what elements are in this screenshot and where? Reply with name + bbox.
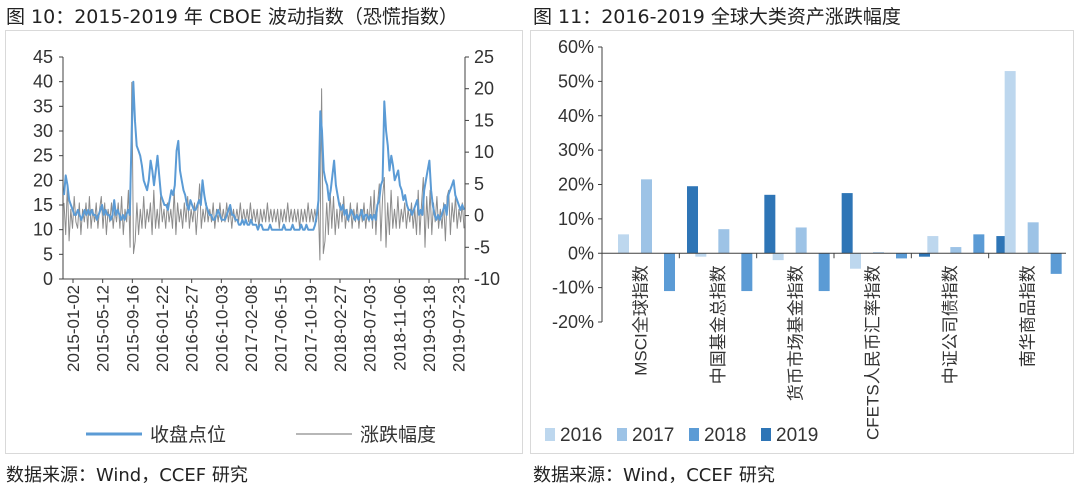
bar-2019 (687, 186, 698, 254)
legend-swatch-2019 (761, 428, 771, 441)
bar-2017 (1027, 222, 1039, 254)
right-y-tick-label: 25 (474, 47, 494, 67)
bar-2018 (741, 253, 753, 292)
category-label: 南华商品指数 (1018, 265, 1037, 367)
legend-label-2: 涨跌幅度 (360, 424, 436, 446)
right-y-tick-label: 10 (474, 142, 494, 162)
left-y-tick-label: 25 (33, 146, 53, 166)
legend-swatch-2016 (545, 428, 555, 441)
x-tick-label: 2015-09-16 (123, 285, 142, 372)
bar-2016 (618, 234, 629, 254)
bar-2018 (973, 234, 985, 254)
right-y-tick-label: -10 (474, 269, 500, 289)
category-label: 中证公司债指数 (941, 265, 960, 384)
bar-2019 (919, 253, 930, 257)
left-source-note: 数据来源：Wind，CCEF 研究 (6, 465, 248, 486)
x-tick-label: 2018-02-27 (331, 285, 350, 372)
x-tick-label: 2015-01-02 (64, 285, 83, 372)
bar-2017 (641, 179, 652, 254)
y-tick-label: 30% (558, 140, 594, 160)
x-tick-label: 2015-05-12 (94, 285, 113, 372)
x-tick-label: 2017-10-19 (301, 285, 320, 372)
bar-2019 (841, 193, 853, 254)
left-y-tick-label: 5 (43, 244, 53, 264)
bar-2017 (795, 227, 807, 254)
bar-2016 (772, 253, 784, 261)
x-tick-label: 2016-05-27 (183, 285, 202, 372)
category-label: 中国基金总指数 (709, 265, 728, 384)
right-source-note: 数据来源：Wind，CCEF 研究 (533, 465, 775, 486)
x-tick-label: 2017-06-15 (272, 285, 291, 372)
vix-chart: 0 5 10 15 20 25 30 35 40 45 -10 -5 0 5 10 15 20 25 2015-01… (33, 47, 500, 446)
right-y-tick-label: 20 (474, 79, 494, 99)
bar-2016 (927, 236, 939, 254)
close-price-line (63, 80, 465, 231)
bar-2017 (718, 229, 730, 254)
bar-2017 (950, 247, 962, 254)
left-y-tick-label: 40 (33, 72, 53, 92)
left-y-tick-label: 20 (33, 170, 53, 190)
x-tick-label: 2016-10-03 (212, 285, 231, 372)
bar-2017 (873, 252, 884, 254)
left-y-tick-label: 35 (33, 96, 53, 116)
x-tick-label: 2017-02-08 (242, 285, 261, 372)
right-figure-caption: 图 11：2016-2019 全球大类资产涨跌幅度 (533, 6, 901, 28)
y-tick-label: 40% (558, 106, 594, 126)
category-label: 货币市场基金指数 (786, 265, 805, 401)
y-tick-label: -10% (552, 278, 594, 298)
bar-2019 (764, 194, 776, 254)
bar-2016 (850, 253, 861, 269)
category-label: MSCI全球指数 (632, 265, 651, 376)
x-tick-label: 2019-07-23 (450, 285, 469, 372)
bar-2016 (1004, 71, 1016, 254)
y-tick-label: 0% (568, 243, 594, 263)
asset-returns-chart: -20% -10% 0% 10% 20% 30% 40% 50% 60% MSCI全球指数 中国基金… (545, 37, 1066, 446)
bar-2018 (664, 253, 675, 292)
right-y-tick-label: 5 (474, 174, 484, 194)
bar-2018 (896, 253, 907, 259)
right-y-tick-label: 15 (474, 110, 494, 130)
y-tick-label: 60% (558, 37, 594, 57)
x-tick-label: 2018-11-06 (390, 285, 409, 371)
legend-label-1: 收盘点位 (150, 424, 226, 446)
asset-chart-panel: -20% -10% 0% 10% 20% 30% 40% 50% 60% MSCI全球指数 中国基金… (530, 30, 1074, 454)
category-label: CFETS人民币汇率指数 (864, 265, 883, 440)
left-y-tick-label: 45 (33, 47, 53, 67)
bar-2018 (818, 253, 830, 292)
vix-chart-panel: 0 5 10 15 20 25 30 35 40 45 -10 -5 0 5 10 15 20 25 2015-01… (5, 30, 523, 454)
legend-label-2016: 2016 (560, 425, 602, 446)
bar-2019 (996, 236, 1008, 254)
left-y-tick-label: 10 (33, 220, 53, 240)
x-tick-label: 2019-03-18 (420, 285, 439, 372)
change-rate-line (63, 81, 465, 261)
left-figure-caption: 图 10：2015-2019 年 CBOE 波动指数（恐慌指数） (6, 6, 458, 28)
legend-label-2017: 2017 (632, 425, 674, 446)
y-tick-label: 20% (558, 175, 594, 195)
right-y-tick-label: -5 (474, 237, 490, 257)
legend-label-2019: 2019 (776, 425, 818, 446)
left-y-tick-label: 30 (33, 121, 53, 141)
legend-label-2018: 2018 (704, 425, 746, 446)
left-y-tick-label: 0 (43, 269, 53, 289)
bar-2018 (1050, 253, 1062, 274)
x-tick-label: 2018-07-03 (361, 285, 380, 372)
legend-swatch-2018 (689, 428, 699, 441)
right-y-tick-label: 0 (474, 206, 484, 226)
left-y-tick-label: 15 (33, 195, 53, 215)
x-tick-label: 2016-01-22 (153, 285, 172, 372)
legend-swatch-2017 (617, 428, 627, 441)
y-tick-label: -20% (552, 312, 594, 332)
bar-2016 (695, 253, 707, 257)
y-tick-label: 10% (558, 209, 594, 229)
y-tick-label: 50% (558, 71, 594, 91)
